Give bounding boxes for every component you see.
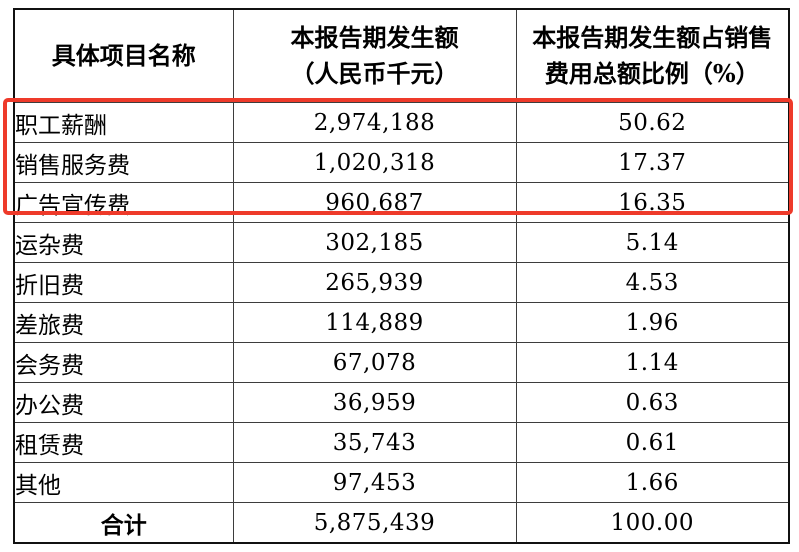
amount-cell: 67,078 [232, 342, 517, 383]
amount-cell: 960,687 [232, 182, 517, 223]
table-row: 广告宣传费 960,687 16.35 [13, 182, 790, 223]
ratio-cell: 17.37 [515, 142, 790, 183]
item-name-cell: 办公费 [13, 382, 234, 423]
ratio-cell: 50.62 [515, 102, 790, 143]
ratio-cell: 1.96 [515, 302, 790, 343]
ratio-cell: 0.63 [515, 382, 790, 423]
amount-cell: 2,974,188 [232, 102, 517, 143]
total-row: 合计 5,875,439 100.00 [13, 502, 790, 544]
amount-cell: 97,453 [232, 462, 517, 503]
table-row: 销售服务费 1,020,318 17.37 [13, 142, 790, 183]
expense-breakdown-table: 具体项目名称 本报告期发生额 （人民币千元） 本报告期发生额占销售 费用总额比例… [13, 8, 790, 544]
ratio-cell: 1.66 [515, 462, 790, 503]
col-header-amount: 本报告期发生额 （人民币千元） [232, 8, 517, 103]
col-header-ratio-line2: 费用总额比例（%） [544, 59, 760, 88]
table-row: 其他 97,453 1.66 [13, 462, 790, 503]
total-row-ratio: 100.00 [515, 502, 790, 544]
table-row: 办公费 36,959 0.63 [13, 382, 790, 423]
item-name-cell: 广告宣传费 [13, 182, 234, 223]
col-header-amount-line2: （人民币千元） [290, 59, 459, 88]
item-name-cell: 差旅费 [13, 302, 234, 343]
total-row-amount: 5,875,439 [232, 502, 517, 544]
amount-cell: 302,185 [232, 222, 517, 263]
amount-cell: 114,889 [232, 302, 517, 343]
col-header-amount-line1: 本报告期发生额 [290, 23, 459, 52]
col-header-item-name-label: 具体项目名称 [51, 41, 196, 70]
amount-cell: 1,020,318 [232, 142, 517, 183]
ratio-cell: 1.14 [515, 342, 790, 383]
item-name-cell: 折旧费 [13, 262, 234, 303]
amount-cell: 36,959 [232, 382, 517, 423]
table-row: 会务费 67,078 1.14 [13, 342, 790, 383]
ratio-cell: 5.14 [515, 222, 790, 263]
table-row: 职工薪酬 2,974,188 50.62 [13, 102, 790, 143]
item-name-cell: 租赁费 [13, 422, 234, 463]
item-name-cell: 运杂费 [13, 222, 234, 263]
item-name-cell: 职工薪酬 [13, 102, 234, 143]
amount-cell: 265,939 [232, 262, 517, 303]
table-row: 租赁费 35,743 0.61 [13, 422, 790, 463]
item-name-cell: 会务费 [13, 342, 234, 383]
col-header-item-name: 具体项目名称 [13, 8, 234, 103]
col-header-ratio-line1: 本报告期发生额占销售 [532, 23, 773, 52]
ratio-cell: 16.35 [515, 182, 790, 223]
ratio-cell: 4.53 [515, 262, 790, 303]
total-row-label: 合计 [13, 502, 234, 544]
item-name-cell: 销售服务费 [13, 142, 234, 183]
table-row: 差旅费 114,889 1.96 [13, 302, 790, 343]
table-row: 折旧费 265,939 4.53 [13, 262, 790, 303]
item-name-cell: 其他 [13, 462, 234, 503]
table-row: 运杂费 302,185 5.14 [13, 222, 790, 263]
col-header-ratio: 本报告期发生额占销售 费用总额比例（%） [515, 8, 790, 103]
amount-cell: 35,743 [232, 422, 517, 463]
header-row: 具体项目名称 本报告期发生额 （人民币千元） 本报告期发生额占销售 费用总额比例… [13, 8, 790, 103]
ratio-cell: 0.61 [515, 422, 790, 463]
